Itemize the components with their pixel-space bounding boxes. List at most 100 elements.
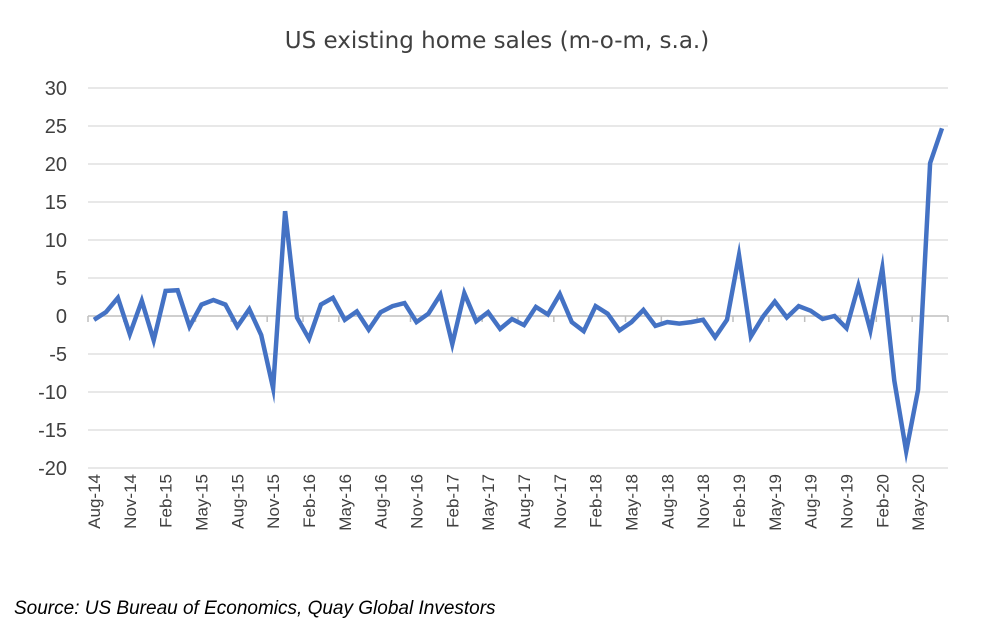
data-point bbox=[880, 266, 885, 271]
y-tick-label: 15 bbox=[45, 192, 67, 214]
data-point bbox=[533, 304, 538, 309]
y-tick-label: 5 bbox=[56, 268, 67, 290]
data-point bbox=[283, 209, 288, 214]
data-point bbox=[414, 320, 419, 325]
y-tick-label: 25 bbox=[45, 116, 67, 138]
data-point bbox=[115, 295, 120, 300]
y-tick-label: 10 bbox=[45, 230, 67, 252]
x-tick-label: Feb-20 bbox=[873, 474, 892, 528]
data-point bbox=[545, 312, 550, 317]
data-point bbox=[713, 335, 718, 340]
chart-title: US existing home sales (m-o-m, s.a.) bbox=[285, 28, 709, 54]
series-line bbox=[92, 127, 945, 464]
data-point bbox=[689, 320, 694, 325]
data-point bbox=[163, 288, 168, 293]
data-point bbox=[151, 338, 156, 343]
data-point bbox=[593, 304, 598, 309]
data-point bbox=[259, 333, 264, 338]
data-point bbox=[916, 387, 921, 392]
data-point bbox=[354, 309, 359, 314]
data-point bbox=[725, 317, 730, 322]
data-point bbox=[378, 310, 383, 315]
data-point bbox=[438, 292, 443, 297]
x-tick-label: Aug-16 bbox=[372, 474, 391, 529]
data-point bbox=[569, 320, 574, 325]
data-point bbox=[510, 317, 515, 322]
x-tick-label: May-18 bbox=[622, 474, 641, 531]
data-point bbox=[426, 311, 431, 316]
x-tick-label: May-20 bbox=[909, 474, 928, 531]
data-point bbox=[605, 311, 610, 316]
data-point bbox=[557, 292, 562, 297]
data-point bbox=[748, 334, 753, 339]
y-tick-label: 20 bbox=[45, 154, 67, 176]
x-tick-label: Nov-17 bbox=[551, 474, 570, 529]
x-tick-label: May-17 bbox=[479, 474, 498, 531]
data-point bbox=[103, 310, 108, 315]
data-point bbox=[402, 301, 407, 306]
x-tick-label: Nov-19 bbox=[837, 474, 856, 529]
data-point bbox=[904, 449, 909, 454]
data-point bbox=[366, 327, 371, 332]
x-tick-label: Aug-18 bbox=[658, 474, 677, 529]
data-point bbox=[820, 317, 825, 322]
data-point bbox=[856, 283, 861, 288]
data-point bbox=[772, 299, 777, 304]
y-tick-label: -10 bbox=[38, 382, 67, 404]
x-tick-label: Feb-15 bbox=[157, 474, 176, 528]
x-tick-label: Nov-14 bbox=[121, 474, 140, 529]
data-point bbox=[844, 326, 849, 331]
x-tick-label: Aug-17 bbox=[515, 474, 534, 529]
y-tick-label: 0 bbox=[56, 306, 67, 328]
data-point bbox=[784, 315, 789, 320]
x-axis-tick-labels: Aug-14 Nov-14 Feb-15 May-15 Aug-15 Nov-15 Feb-… bbox=[85, 474, 928, 531]
data-point bbox=[307, 336, 312, 341]
x-tick-label: May-15 bbox=[192, 474, 211, 531]
x-tick-label: Feb-16 bbox=[300, 474, 319, 528]
data-point bbox=[928, 161, 933, 166]
x-tick-label: Feb-19 bbox=[730, 474, 749, 528]
data-point bbox=[187, 324, 192, 329]
x-tick-label: Aug-15 bbox=[228, 474, 247, 529]
data-point bbox=[474, 319, 479, 324]
x-tick-label: Aug-19 bbox=[802, 474, 821, 529]
gridlines bbox=[88, 87, 948, 469]
data-point bbox=[330, 295, 335, 300]
y-tick-label: 30 bbox=[45, 78, 67, 100]
x-tick-label: May-19 bbox=[766, 474, 785, 531]
x-tick-label: Feb-17 bbox=[443, 474, 462, 528]
y-tick-label: -5 bbox=[49, 344, 67, 366]
x-tick-label: May-16 bbox=[336, 474, 355, 531]
x-tick-label: Feb-18 bbox=[587, 474, 606, 528]
data-point bbox=[522, 323, 527, 328]
data-point bbox=[617, 328, 622, 333]
data-point bbox=[701, 317, 706, 322]
data-series bbox=[92, 126, 945, 464]
data-point bbox=[235, 324, 240, 329]
data-point bbox=[127, 332, 132, 337]
data-point bbox=[295, 315, 300, 320]
data-point bbox=[760, 314, 765, 319]
data-point bbox=[498, 326, 503, 331]
y-tick-label: -20 bbox=[38, 458, 67, 480]
x-tick-label: Nov-18 bbox=[694, 474, 713, 529]
x-tick-label: Aug-14 bbox=[85, 474, 104, 529]
data-point bbox=[892, 378, 897, 383]
data-point bbox=[868, 328, 873, 333]
y-axis-tick-labels: 30 25 20 15 10 5 0 -5 -10 -15 -20 bbox=[38, 78, 67, 480]
source-note: Source: US Bureau of Economics, Quay Glo… bbox=[14, 598, 496, 619]
data-point bbox=[940, 126, 945, 131]
data-point bbox=[629, 320, 634, 325]
x-tick-label: Nov-15 bbox=[264, 474, 283, 529]
data-point bbox=[462, 291, 467, 296]
data-point bbox=[832, 314, 837, 319]
data-point bbox=[139, 298, 144, 303]
data-point bbox=[199, 302, 204, 307]
data-point bbox=[342, 317, 347, 322]
data-point bbox=[665, 320, 670, 325]
data-point bbox=[450, 342, 455, 347]
y-tick-label: -15 bbox=[38, 420, 67, 442]
data-point bbox=[390, 304, 395, 309]
x-tick-label: Nov-16 bbox=[407, 474, 426, 529]
data-point bbox=[271, 386, 276, 391]
